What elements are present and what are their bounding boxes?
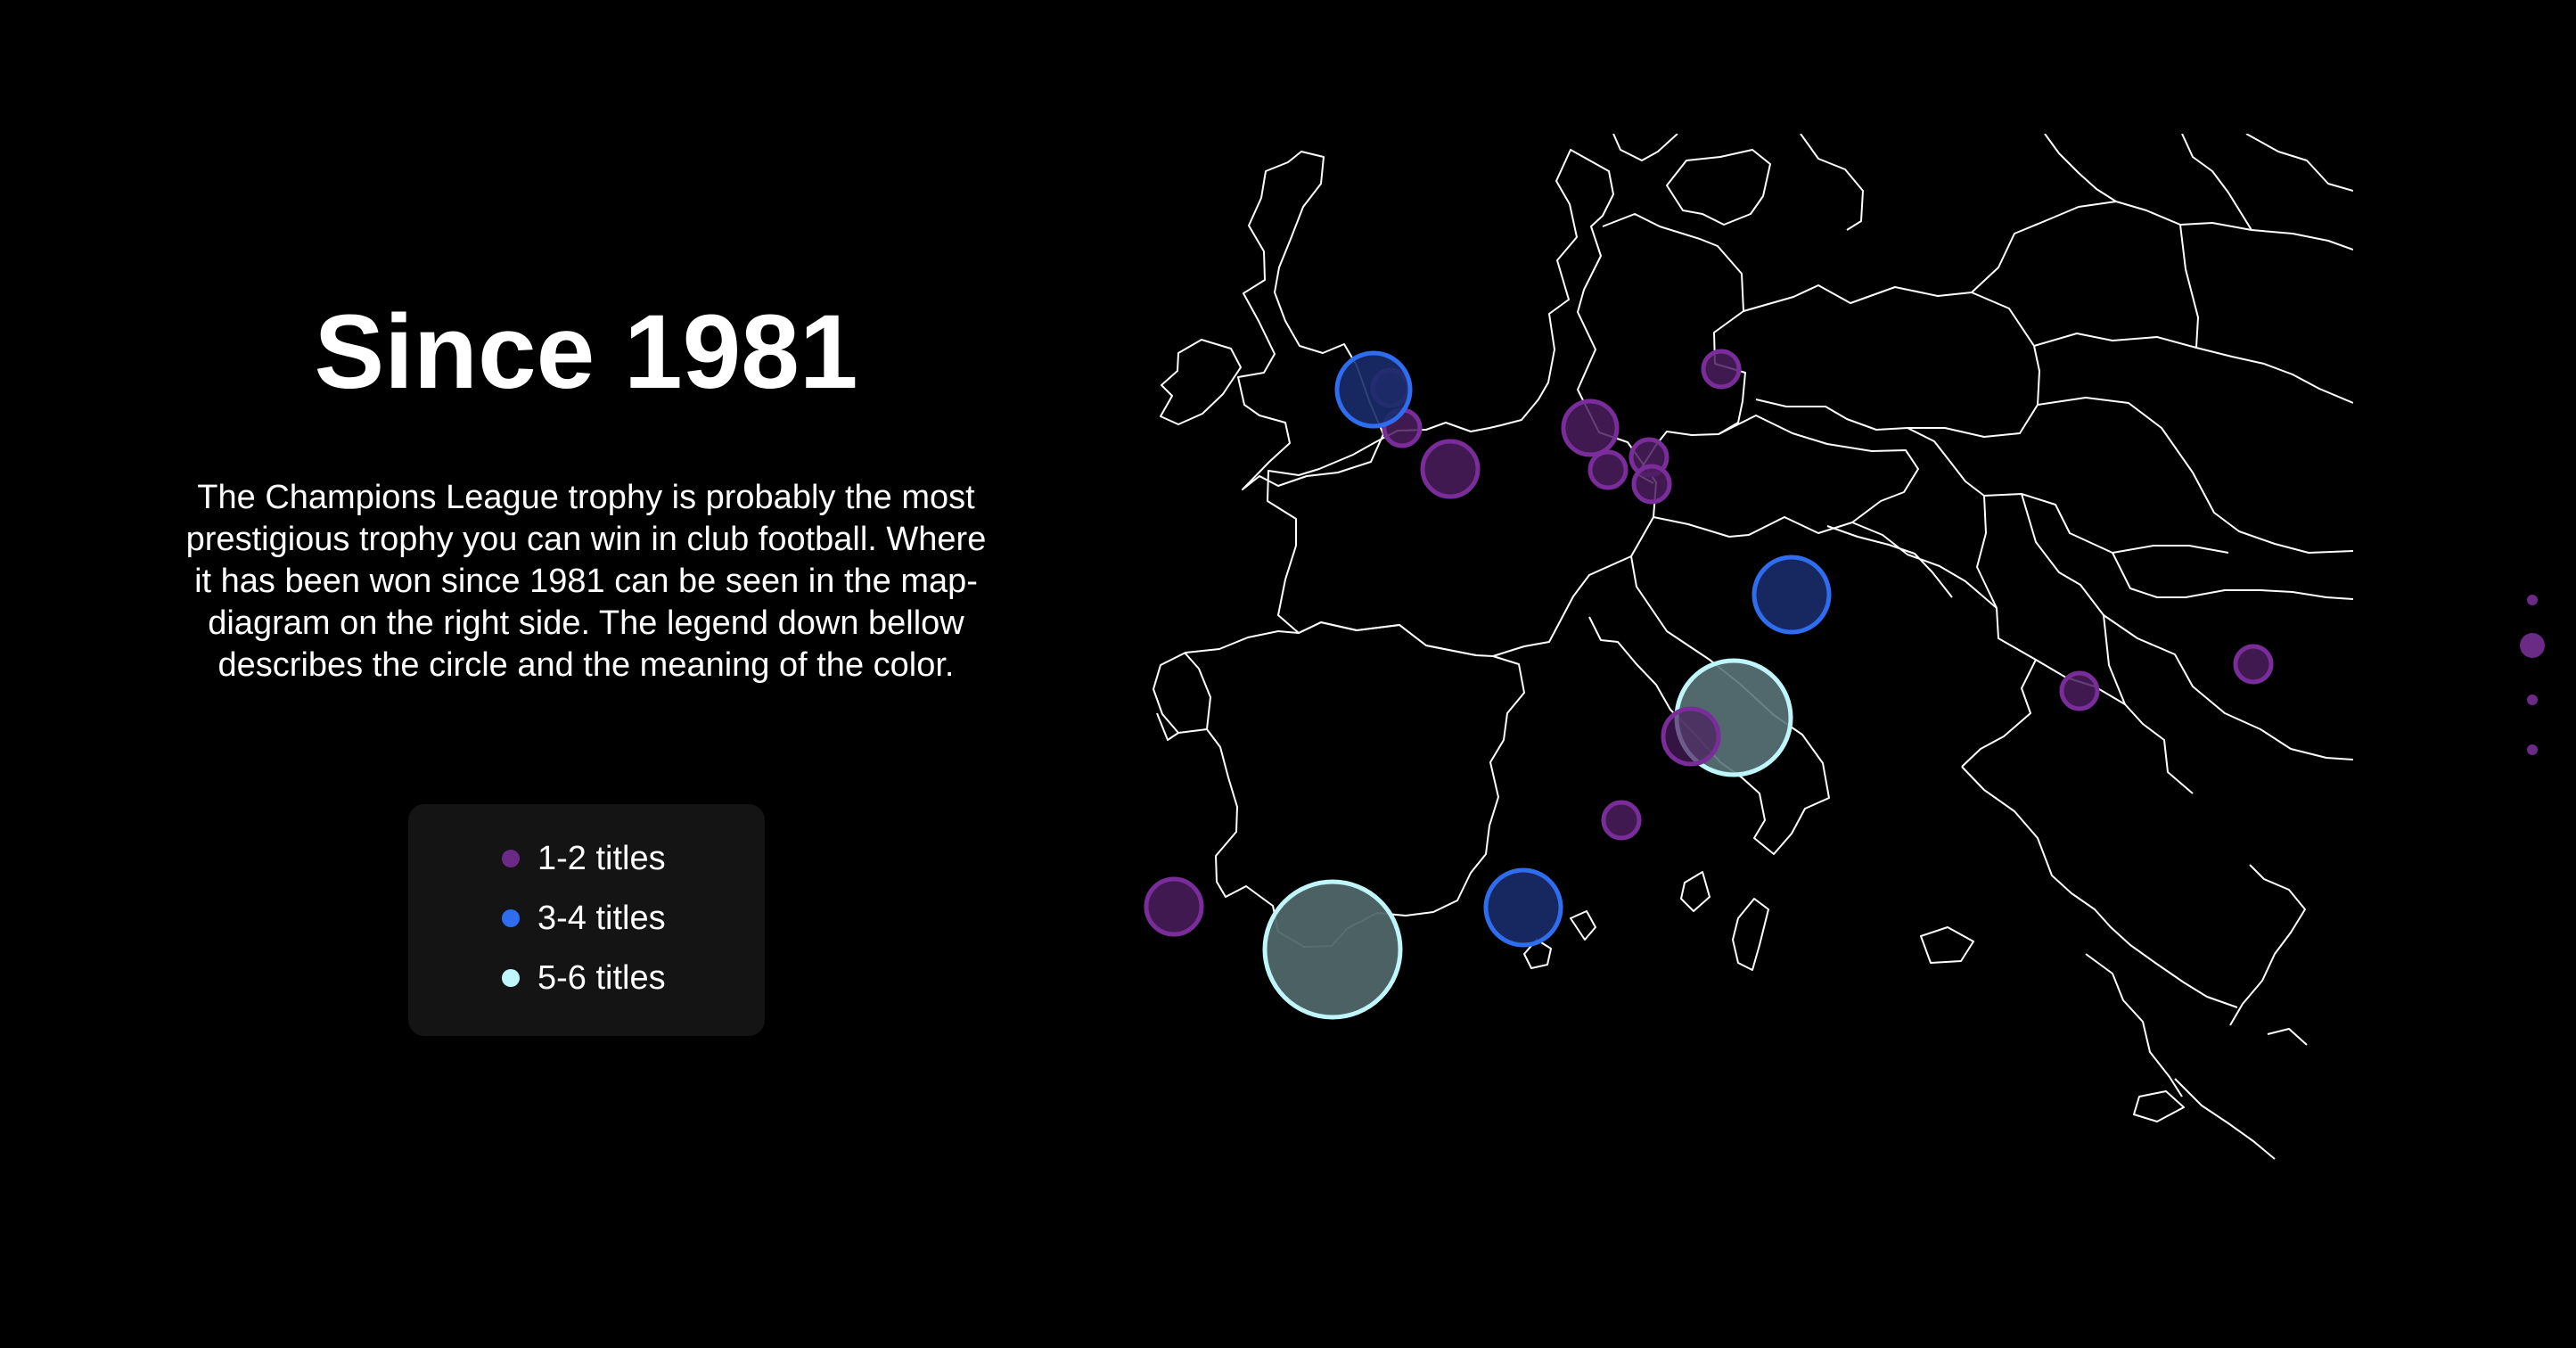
legend-label: 5-6 titles [537,958,666,997]
pagination-dot-4[interactable] [2527,744,2538,755]
intro-panel: Since 1981 The Champions League trophy i… [152,0,1021,1348]
circle-1-2-titles [1701,349,1742,390]
circle-1-2-titles [2233,644,2274,685]
circle-3-4-titles [1483,867,1563,948]
legend-item-5-6-titles: 5-6 titles [502,956,666,1000]
map-diagram [1144,134,2353,1160]
pagination-dot-3[interactable] [2527,695,2538,705]
circle-3-4-titles [1334,350,1413,429]
description-text: The Champions League trophy is probably … [185,479,987,684]
legend-label: 3-4 titles [537,899,666,937]
legend-item-1-2-titles: 1-2 titles [502,836,666,881]
legend-label: 1-2 titles [537,839,666,877]
country-borders [1153,134,2353,1160]
pagination-dot-2-active[interactable] [2520,633,2545,658]
circle-1-2-titles [1661,706,1721,767]
circle-1-2-titles [2059,670,2100,711]
legend: 1-2 titles 3-4 titles 5-6 titles [408,804,765,1036]
page-title: Since 1981 [314,293,858,411]
legend-dot-blue [502,909,520,927]
legend-dot-light-cyan [502,969,520,987]
legend-item-3-4-titles: 3-4 titles [502,896,666,941]
circle-1-2-titles [1420,439,1481,499]
circle-1-2-titles [1144,876,1204,937]
circle-1-2-titles [1587,449,1628,490]
europe-map [1132,134,2353,1186]
winning-city-circles [1144,349,2274,1020]
legend-dot-purple [502,850,520,867]
pagination-dot-1[interactable] [2527,595,2538,605]
circle-1-2-titles [1601,800,1642,841]
circle-3-4-titles [1752,555,1832,635]
circle-5-6-titles [1262,879,1403,1020]
circle-1-2-titles [1561,399,1620,457]
circle-1-2-titles [1631,464,1672,505]
slide-pagination [2514,571,2549,776]
